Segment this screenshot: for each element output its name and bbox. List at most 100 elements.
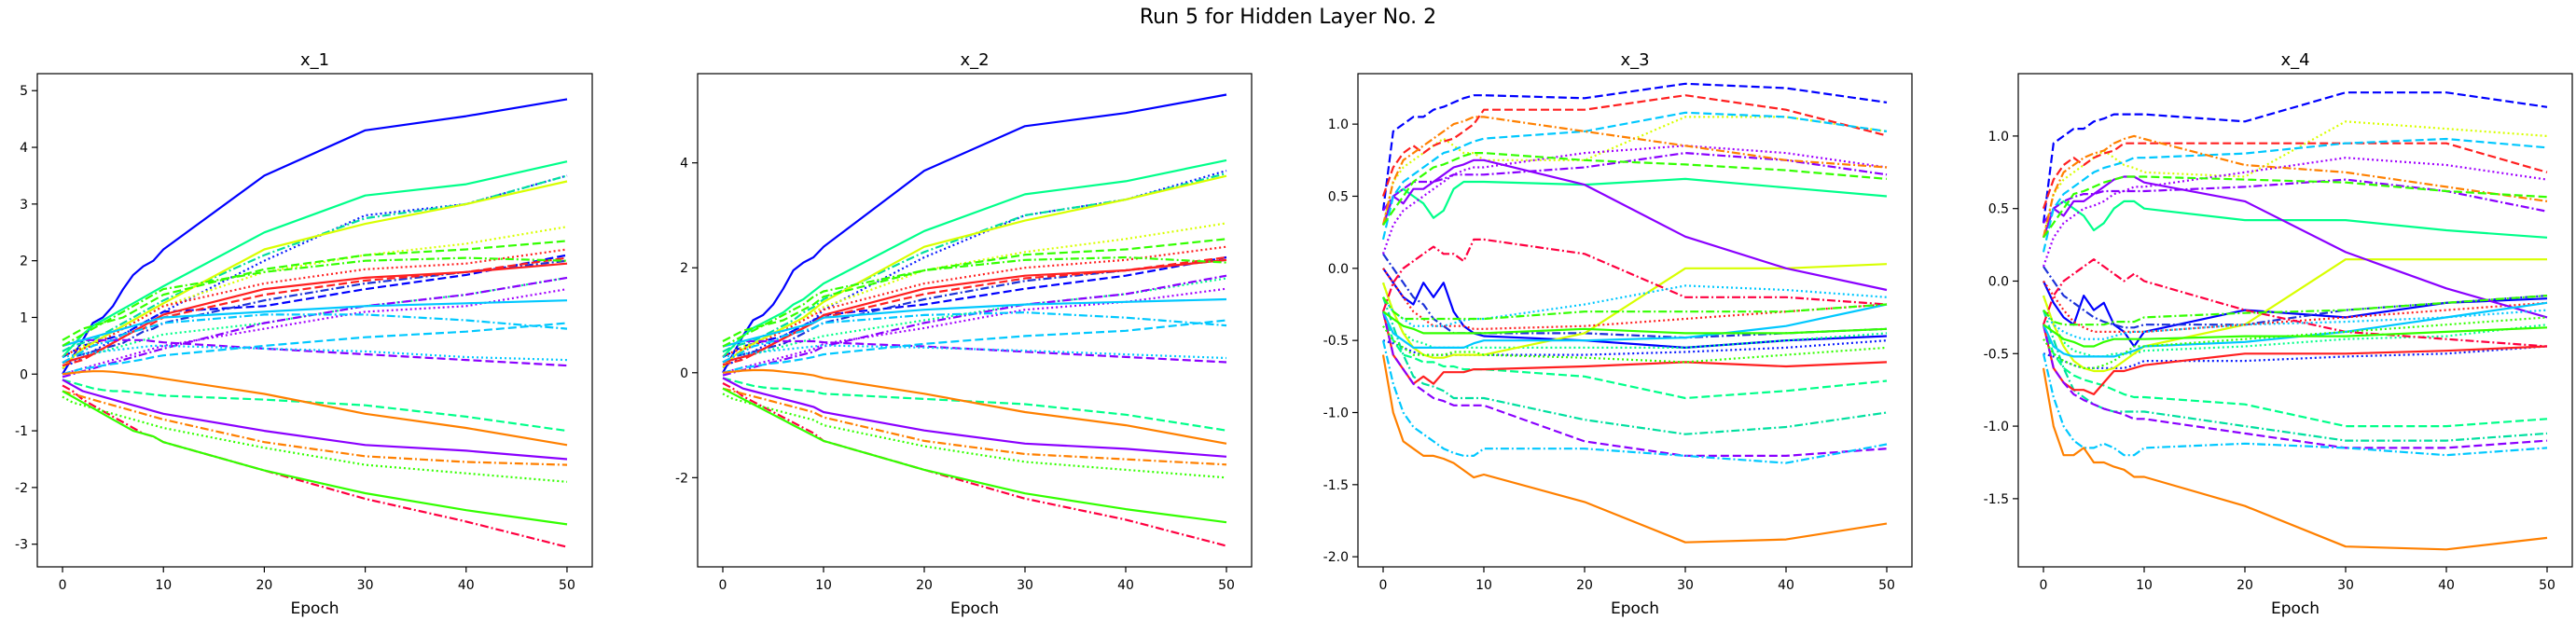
series-line-20: [722, 319, 1227, 374]
series-line-3: [722, 170, 1227, 369]
series-line-8: [2042, 310, 2548, 442]
x-axis-label: Epoch: [290, 599, 339, 618]
series-line-24: [722, 387, 1227, 466]
plot-area: [722, 93, 1227, 547]
series-line-21: [1382, 284, 1888, 327]
series-line-10: [1381, 116, 1888, 226]
series-line-2: [2042, 91, 2548, 224]
subplot-1: 0 10 20 30 40 50 -3 -2 -1 0 1 2 3 4 5 x_1 Epoch: [15, 50, 593, 618]
x-tick-label: 20: [916, 578, 933, 593]
y-tick-label: -0.5: [1323, 334, 1349, 349]
y-tick-label: -1.0: [1984, 420, 2009, 434]
series-line-25: [2043, 324, 2548, 348]
y-tick-label: 4: [20, 141, 28, 156]
series-line-28: [1382, 296, 1888, 321]
series-line-14: [1381, 238, 1888, 312]
series-line-9: [62, 180, 568, 369]
series-line-25: [722, 387, 1227, 524]
y-tick-label: -1.5: [1323, 478, 1349, 493]
series-line-10: [2042, 120, 2548, 239]
series-line-12: [722, 255, 1227, 366]
series-line-9: [722, 174, 1227, 368]
series-line-1: [1382, 268, 1888, 349]
x-tick-label: 50: [559, 578, 575, 593]
series-line-16: [2042, 324, 2548, 449]
series-line-7: [2042, 295, 2548, 358]
x-tick-label: 20: [2237, 578, 2253, 593]
series-line-4: [2043, 266, 2548, 329]
x-tick-label: 30: [357, 578, 374, 593]
series-line-6: [1381, 310, 1888, 400]
x-axis-label: Epoch: [950, 599, 999, 618]
series-line-16: [722, 339, 1227, 364]
axes-frame: [36, 73, 593, 568]
x-tick-label: 0: [59, 578, 67, 593]
series-line-22: [2042, 353, 2548, 457]
series-line-18: [2043, 178, 2548, 224]
series-line-28: [722, 255, 1227, 348]
series-line-23: [1381, 354, 1888, 544]
x-tick-label: 20: [1576, 578, 1593, 593]
y-tick-label: -2: [15, 481, 28, 496]
series-line-24: [2042, 134, 2548, 239]
series-line-12: [62, 256, 568, 367]
series-line-25: [62, 390, 568, 526]
series-line-26: [2043, 175, 2548, 239]
series-line-26: [722, 238, 1227, 342]
series-line-13: [62, 248, 568, 358]
series-line-25: [1382, 310, 1888, 335]
series-line-22: [722, 311, 1227, 364]
x-tick-label: 40: [1117, 578, 1134, 593]
axes-frame: [1357, 73, 1913, 568]
series-line-27: [2043, 316, 2548, 369]
series-line-5: [722, 158, 1227, 358]
series-line-28: [2043, 295, 2548, 326]
series-line-19: [722, 297, 1227, 348]
series-line-6: [62, 379, 568, 433]
series-line-16: [62, 338, 568, 367]
series-line-18: [1382, 152, 1888, 212]
series-line-3: [62, 174, 568, 370]
subplot-title: x_3: [1620, 50, 1649, 70]
y-tick-label: 2: [680, 261, 688, 276]
series-line-26: [62, 240, 568, 341]
x-tick-label: 0: [2040, 578, 2048, 593]
y-tick-label: 1.0: [1988, 130, 2009, 145]
series-line-1: [62, 98, 568, 375]
series-line-23: [2042, 367, 2548, 551]
series-line-12: [1381, 94, 1888, 197]
x-axis-label: Epoch: [1611, 599, 1659, 618]
x-tick-label: 20: [256, 578, 272, 593]
y-tick-label: 1.0: [1328, 117, 1349, 132]
figure-title: Run 5 for Hidden Layer No. 2: [1139, 6, 1437, 29]
series-line-6: [2042, 324, 2548, 428]
x-tick-label: 40: [458, 578, 475, 593]
series-line-9: [2042, 258, 2547, 373]
y-tick-label: 5: [20, 84, 28, 99]
y-tick-label: 0: [20, 367, 28, 382]
series-line-15: [2042, 175, 2548, 319]
x-tick-label: 10: [1475, 578, 1492, 593]
x-tick-label: 40: [2438, 578, 2455, 593]
y-tick-label: -0.5: [1984, 347, 2009, 362]
series-line-22: [1381, 339, 1888, 464]
series-line-5: [2042, 200, 2548, 239]
series-line-26: [1382, 152, 1888, 227]
axes-frame: [2017, 73, 2573, 568]
y-tick-label: 0.5: [1988, 202, 2009, 217]
x-tick-label: 10: [155, 578, 172, 593]
series-line-14: [722, 382, 1227, 547]
plot-area: [62, 98, 568, 548]
x-tick-label: 10: [815, 578, 832, 593]
y-tick-label: -1.5: [1984, 492, 2009, 507]
subplot-title: x_4: [2280, 50, 2309, 70]
y-tick-label: 4: [680, 157, 688, 172]
series-line-14: [2042, 258, 2548, 348]
x-tick-label: 10: [2136, 578, 2153, 593]
x-tick-label: 50: [1218, 578, 1235, 593]
series-line-9: [1381, 263, 1888, 359]
series-line-4: [722, 258, 1227, 364]
x-tick-label: 50: [1878, 578, 1895, 593]
plot-area: [2042, 91, 2548, 551]
